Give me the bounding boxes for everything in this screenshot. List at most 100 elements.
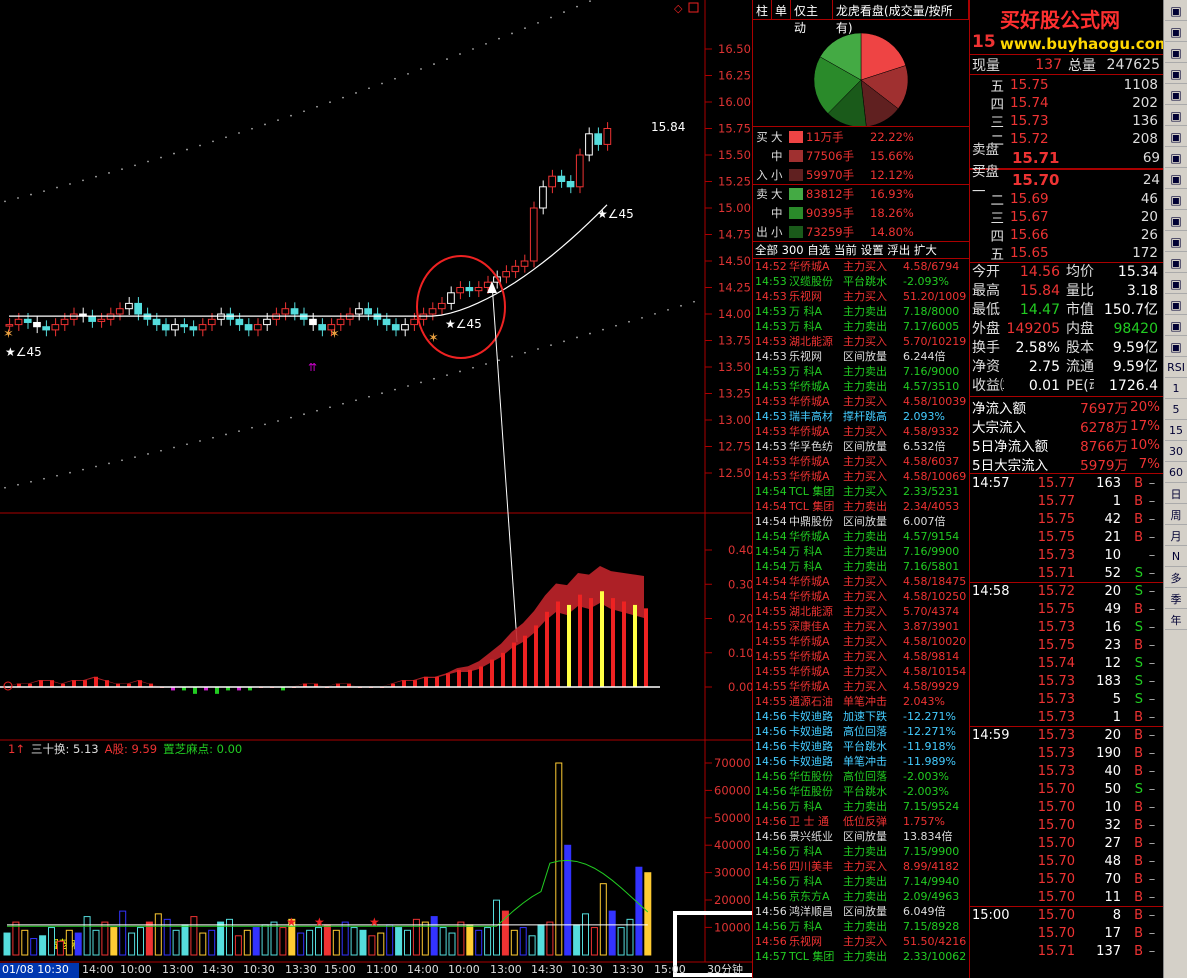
news-row[interactable]: 14:53 乐视网 区间放量 6.244倍 [755,349,969,364]
macd-bar [237,687,241,691]
news-row[interactable]: 14:56 万 科A 主力卖出 7.15/8928 [755,919,969,934]
news-row[interactable]: 14:53 瑞丰高材 撑杆跳高 2.093% [755,409,969,424]
news-row[interactable]: 14:53 华侨城A 主力买入 4.58/6037 [755,454,969,469]
toolbar-icon[interactable]: ▣ [1165,232,1187,252]
news-row[interactable]: 14:53 万 科A 主力卖出 7.17/6005 [755,319,969,334]
toolbar-icon[interactable]: ▣ [1165,64,1187,84]
kline-chart[interactable]: 16.50 16.25 16.00 15.75 15.50 15.25 15.00 14.75… [0,0,752,978]
news-row[interactable]: 14:53 华侨城A 主力卖出 4.57/3510 [755,379,969,394]
toolbar-icon[interactable]: ▣ [1165,127,1187,147]
tab-dragon-tiger[interactable]: 龙虎看盘(成交量/按所有) [833,0,969,35]
tick-volume: 50 [1104,781,1121,797]
news-row[interactable]: 14:56 卡奴迪路 单笔冲击 -11.989% [755,754,969,769]
toolbar-button-10[interactable]: 多 [1165,568,1187,588]
volume-bar [644,872,652,956]
toolbar-icon[interactable]: ▣ [1165,85,1187,105]
news-row[interactable]: 14:56 华伍股份 平台跳水 -2.003% [755,784,969,799]
news-row[interactable]: 14:53 乐视网 主力买入 51.20/1009 [755,289,969,304]
news-row[interactable]: 14:56 卡奴迪路 平台跳水 -11.918% [755,739,969,754]
toolbar-button-8[interactable]: 月 [1165,526,1187,546]
news-row[interactable]: 14:54 华侨城A 主力买入 4.58/18475 [755,574,969,589]
toolbar-button-2[interactable]: 5 [1165,400,1187,420]
tick-time: 15:00 [972,908,1010,923]
filter-tabs[interactable]: 全部 300 自选 当前 设置 浮出 扩大 [753,241,969,259]
news-time: 14:53 [755,455,787,468]
tick-list[interactable]: 14:57 15.77 163 B –15.77 1 B –15.75 42 B –15.75 21 B… [970,474,1163,960]
toolbar-button-5[interactable]: 60 [1165,463,1187,483]
news-row[interactable]: 14:56 景兴纸业 区间放量 13.834倍 [755,829,969,844]
radar-news-list[interactable]: 14:52 华侨城A 主力买入 4.58/6794 14:53 汉缆股份 平台跳水 -2.09… [753,259,969,964]
news-row[interactable]: 14:55 华侨城A 主力买入 4.58/9929 [755,679,969,694]
news-row[interactable]: 14:54 万 科A 主力卖出 7.16/9900 [755,544,969,559]
channel-upper-dot [394,77,396,80]
news-row[interactable]: 14:54 华侨城A 主力卖出 4.57/9154 [755,529,969,544]
toolbar-button-12[interactable]: 年 [1165,610,1187,630]
news-row[interactable]: 14:52 华侨城A 主力买入 4.58/6794 [755,259,969,274]
toolbar-button-0[interactable]: RSI [1165,358,1187,378]
tab-active-only[interactable]: 仅主动 [791,0,833,35]
news-row[interactable]: 14:55 华侨城A 主力买入 4.58/10020 [755,634,969,649]
toolbar-icon[interactable]: ▣ [1165,337,1187,357]
news-row[interactable]: 14:56 乐视网 主力买入 51.50/4216 [755,934,969,949]
news-row[interactable]: 14:54 万 科A 主力卖出 7.16/5801 [755,559,969,574]
inflow-row: 大宗流入 6278万 17% [970,416,1163,436]
news-row[interactable]: 14:53 华孚色纺 区间放量 6.532倍 [755,439,969,454]
toolbar-button-4[interactable]: 30 [1165,442,1187,462]
news-row[interactable]: 14:53 华侨城A 主力买入 4.58/10039 [755,394,969,409]
news-row[interactable]: 14:53 华侨城A 主力买入 4.58/10069 [755,469,969,484]
toolbar-button-11[interactable]: 季 [1165,589,1187,609]
news-row[interactable]: 14:56 万 科A 主力卖出 7.15/9524 [755,799,969,814]
news-row[interactable]: 14:55 湖北能源 主力买入 5.70/4374 [755,604,969,619]
news-row[interactable]: 14:55 华侨城A 主力买入 4.58/9814 [755,649,969,664]
channel-upper-dot [290,114,292,117]
news-row[interactable]: 14:55 深康佳A 主力买入 3.87/3901 [755,619,969,634]
news-row[interactable]: 14:53 万 科A 主力卖出 7.18/8000 [755,304,969,319]
toolbar-icon[interactable]: ▣ [1165,253,1187,273]
news-row[interactable]: 14:56 鸿洋顺昌 区间放量 6.049倍 [755,904,969,919]
toolbar-icon[interactable]: ▣ [1165,106,1187,126]
toolbar-button-7[interactable]: 周 [1165,505,1187,525]
news-row[interactable]: 14:57 TCL 集团 主力卖出 2.33/10062 [755,949,969,964]
toolbar-button-6[interactable]: 日 [1165,484,1187,504]
news-row[interactable]: 14:56 华伍股份 高位回落 -2.003% [755,769,969,784]
news-row[interactable]: 14:53 汉缆股份 平台跳水 -2.093% [755,274,969,289]
toolbar-icon[interactable]: ▣ [1165,43,1187,63]
news-row[interactable]: 14:56 万 科A 主力卖出 7.14/9940 [755,874,969,889]
toolbar-button-3[interactable]: 15 [1165,421,1187,441]
toolbar-button-9[interactable]: N [1165,547,1187,567]
toolbar-icon[interactable]: ▣ [1165,295,1187,315]
news-row[interactable]: 14:56 卡奴迪路 高位回落 -12.271% [755,724,969,739]
news-row[interactable]: 14:56 万 科A 主力卖出 7.15/9900 [755,844,969,859]
toolbar-icon[interactable]: ▣ [1165,316,1187,336]
toolbar-icon[interactable]: ▣ [1165,148,1187,168]
news-row[interactable]: 14:55 通源石油 单笔冲击 2.043% [755,694,969,709]
news-row[interactable]: 14:56 卡奴迪路 加速下跌 -12.271% [755,709,969,724]
news-row[interactable]: 14:53 湖北能源 主力买入 5.70/10219 [755,334,969,349]
tab-single[interactable]: 单 [772,0,792,19]
news-row[interactable]: 14:56 卫 士 通 低位反弹 1.757% [755,814,969,829]
news-row[interactable]: 14:53 华侨城A 主力买入 4.58/9332 [755,424,969,439]
news-time: 14:54 [755,545,787,558]
channel-upper-dot [472,48,474,50]
news-row[interactable]: 14:54 华侨城A 主力买入 4.58/10250 [755,589,969,604]
candle-body [410,318,418,326]
tab-bar[interactable]: 柱 [753,0,773,19]
toolbar-icon[interactable]: ▣ [1165,22,1187,42]
toolbar-icon[interactable]: ▣ [1165,190,1187,210]
flow-amount: 11万手 [806,129,844,144]
news-row[interactable]: 14:56 京东方A 主力卖出 2.09/4963 [755,889,969,904]
news-row[interactable]: 14:54 TCL 集团 主力卖出 2.34/4053 [755,499,969,514]
toolbar-icon[interactable]: ▣ [1165,211,1187,231]
level-volume: 24 [1142,172,1160,188]
toolbar-icon[interactable]: ▣ [1165,1,1187,21]
toolbar-icon[interactable]: ▣ [1165,169,1187,189]
volume-bar [172,929,180,956]
news-row[interactable]: 14:54 中鼎股份 区间放量 6.007倍 [755,514,969,529]
news-row[interactable]: 14:56 四川美丰 主力买入 8.99/4182 [755,859,969,874]
news-row[interactable]: 14:53 万 科A 主力卖出 7.16/9000 [755,364,969,379]
toolbar-icon[interactable]: ▣ [1165,274,1187,294]
toolbar-button-1[interactable]: 1 [1165,379,1187,399]
news-row[interactable]: 14:54 TCL 集团 主力买入 2.33/5231 [755,484,969,499]
news-row[interactable]: 14:55 华侨城A 主力买入 4.58/10154 [755,664,969,679]
news-time: 14:55 [755,680,787,693]
